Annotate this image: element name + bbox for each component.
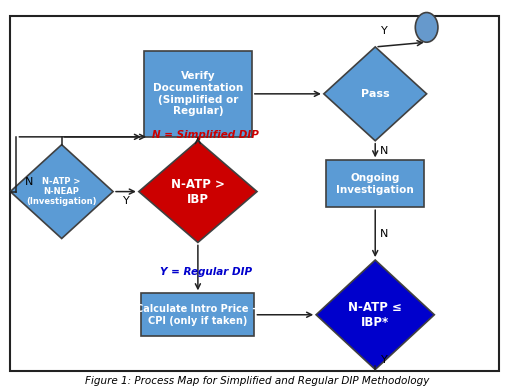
Text: Y: Y bbox=[122, 196, 130, 206]
Text: N-ATP >
IBP: N-ATP > IBP bbox=[171, 178, 225, 206]
Polygon shape bbox=[324, 47, 427, 141]
Text: Calculate Intro Price +
CPI (only if taken): Calculate Intro Price + CPI (only if tak… bbox=[136, 304, 260, 326]
Text: Figure 1: Process Map for Simplified and Regular DIP Methodology: Figure 1: Process Map for Simplified and… bbox=[85, 376, 429, 386]
Bar bbox=[326, 160, 424, 207]
Text: N-ATP ≤
IBP*: N-ATP ≤ IBP* bbox=[348, 301, 402, 329]
Text: Y: Y bbox=[381, 355, 388, 365]
Ellipse shape bbox=[415, 13, 438, 42]
Text: N = Simplified DIP: N = Simplified DIP bbox=[152, 130, 259, 140]
Text: Ongoing
Investigation: Ongoing Investigation bbox=[336, 173, 414, 195]
Text: Y: Y bbox=[381, 26, 388, 36]
Text: N-ATP >
N-NEAP
(Investigation): N-ATP > N-NEAP (Investigation) bbox=[26, 177, 97, 206]
Bar bbox=[141, 293, 254, 336]
Text: Y = Regular DIP: Y = Regular DIP bbox=[159, 267, 252, 277]
Text: N: N bbox=[25, 177, 33, 187]
Text: N: N bbox=[380, 229, 389, 239]
Polygon shape bbox=[10, 145, 113, 239]
Polygon shape bbox=[316, 260, 434, 369]
Polygon shape bbox=[139, 141, 257, 242]
Text: Verify
Documentation
(Simplified or
Regular): Verify Documentation (Simplified or Regu… bbox=[153, 72, 243, 116]
Text: N: N bbox=[380, 145, 389, 156]
Text: Pass: Pass bbox=[361, 89, 390, 99]
Bar bbox=[144, 51, 252, 137]
